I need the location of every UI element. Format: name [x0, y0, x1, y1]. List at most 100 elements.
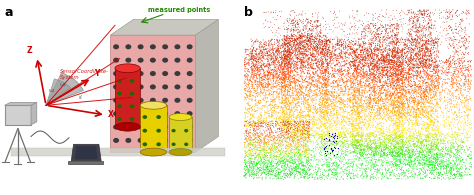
- Point: [266, 51, 273, 54]
- Point: [299, 51, 306, 54]
- Point: [421, 65, 429, 68]
- Point: [269, 169, 276, 172]
- Point: [419, 141, 426, 144]
- Point: [246, 131, 253, 134]
- Point: [428, 159, 436, 162]
- Point: [297, 119, 305, 122]
- Point: [336, 96, 344, 99]
- Point: [283, 76, 291, 79]
- Point: [317, 92, 325, 95]
- Point: [434, 55, 441, 58]
- Point: [426, 48, 433, 51]
- Point: [342, 45, 349, 48]
- Point: [429, 109, 437, 112]
- Point: [246, 141, 254, 144]
- Point: [462, 135, 470, 138]
- Point: [353, 119, 360, 122]
- Point: [423, 72, 430, 75]
- Point: [328, 113, 335, 117]
- Point: [402, 60, 410, 63]
- Point: [425, 25, 433, 28]
- Point: [246, 54, 254, 58]
- Point: [273, 90, 280, 94]
- Point: [253, 174, 260, 177]
- Point: [289, 172, 296, 175]
- Point: [300, 103, 308, 106]
- Point: [351, 108, 358, 111]
- Circle shape: [150, 138, 156, 143]
- Point: [382, 134, 389, 137]
- Point: [261, 75, 269, 78]
- Point: [465, 129, 472, 132]
- Point: [405, 103, 413, 106]
- Point: [394, 47, 402, 50]
- Point: [358, 106, 365, 109]
- Point: [391, 48, 399, 51]
- Point: [258, 51, 266, 54]
- Point: [323, 110, 331, 113]
- Point: [389, 153, 397, 156]
- Point: [427, 110, 435, 113]
- Point: [439, 153, 447, 156]
- Point: [349, 104, 356, 107]
- Point: [249, 52, 256, 55]
- Point: [319, 85, 326, 88]
- Point: [374, 61, 381, 64]
- Point: [305, 39, 312, 42]
- Point: [324, 63, 331, 66]
- Point: [381, 107, 389, 111]
- Point: [349, 141, 356, 144]
- Point: [378, 105, 386, 108]
- Point: [248, 61, 256, 65]
- Point: [371, 97, 378, 100]
- Point: [362, 32, 369, 35]
- Point: [451, 70, 458, 73]
- Point: [382, 81, 390, 84]
- Point: [301, 66, 309, 69]
- Point: [410, 74, 417, 78]
- Point: [363, 80, 370, 83]
- Point: [255, 73, 262, 76]
- Point: [357, 60, 365, 63]
- Point: [420, 92, 428, 95]
- Point: [286, 122, 293, 126]
- Point: [395, 58, 402, 61]
- Point: [251, 72, 258, 75]
- Point: [283, 131, 291, 134]
- Point: [392, 66, 399, 70]
- Point: [323, 132, 331, 135]
- Point: [375, 40, 383, 43]
- Point: [359, 30, 367, 33]
- Point: [396, 165, 404, 168]
- Point: [272, 86, 280, 89]
- Point: [328, 53, 336, 57]
- Point: [292, 103, 300, 106]
- Point: [403, 50, 411, 53]
- Point: [271, 109, 278, 112]
- Point: [287, 127, 294, 130]
- Point: [291, 149, 298, 152]
- Point: [446, 90, 453, 93]
- Point: [281, 89, 289, 92]
- Point: [272, 124, 280, 128]
- Point: [388, 72, 396, 75]
- Point: [304, 63, 312, 66]
- Point: [452, 141, 460, 144]
- Point: [407, 79, 414, 82]
- Point: [371, 115, 378, 119]
- Point: [397, 115, 404, 119]
- Point: [378, 150, 386, 153]
- Point: [289, 119, 296, 122]
- Point: [303, 50, 310, 53]
- Point: [342, 51, 350, 54]
- Point: [387, 95, 394, 98]
- Point: [453, 160, 460, 163]
- Point: [290, 130, 297, 133]
- Point: [276, 155, 283, 158]
- Point: [452, 110, 459, 113]
- Point: [425, 38, 432, 41]
- Point: [429, 99, 437, 103]
- Point: [393, 37, 401, 40]
- Point: [459, 148, 466, 151]
- Point: [255, 41, 263, 44]
